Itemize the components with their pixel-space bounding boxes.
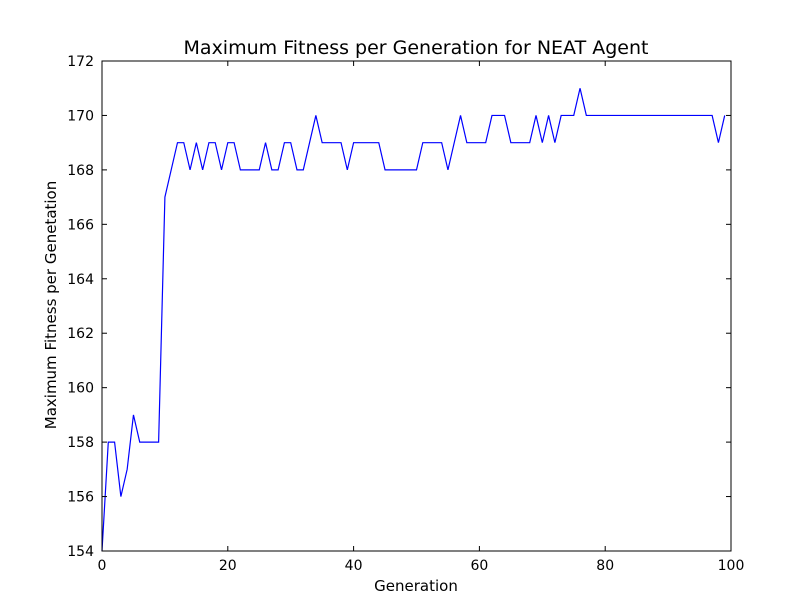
y-tick-label-158: 158 bbox=[67, 435, 94, 451]
x-tick-label-80: 80 bbox=[596, 558, 614, 574]
y-axis-label: Maximum Fitness per Genetation bbox=[42, 181, 60, 429]
y-tick-label-166: 166 bbox=[67, 217, 94, 233]
x-tick-label-20: 20 bbox=[219, 558, 237, 574]
y-tick-label-156: 156 bbox=[67, 490, 94, 506]
y-tick-label-162: 162 bbox=[67, 326, 94, 342]
x-tick-label-40: 40 bbox=[345, 558, 363, 574]
x-axis-label: Generation bbox=[374, 577, 458, 595]
y-tick-label-154: 154 bbox=[67, 544, 94, 560]
plot-frame bbox=[101, 60, 732, 552]
series-line bbox=[101, 88, 726, 552]
plot-area: 0 20 40 60 80 100 154 156 158 160 162 164 166 168 170 1… bbox=[67, 54, 744, 574]
x-tick-label-100: 100 bbox=[718, 558, 745, 574]
y-tick-label-160: 160 bbox=[67, 381, 94, 397]
y-tick-label-168: 168 bbox=[67, 163, 94, 179]
x-tick-label-0: 0 bbox=[98, 558, 107, 574]
y-tick-label-170: 170 bbox=[67, 108, 94, 124]
chart-title: Maximum Fitness per Generation for NEAT … bbox=[184, 37, 649, 59]
y-tick-label-172: 172 bbox=[67, 54, 94, 70]
x-tick-label-60: 60 bbox=[470, 558, 488, 574]
y-tick-label-164: 164 bbox=[67, 272, 94, 288]
